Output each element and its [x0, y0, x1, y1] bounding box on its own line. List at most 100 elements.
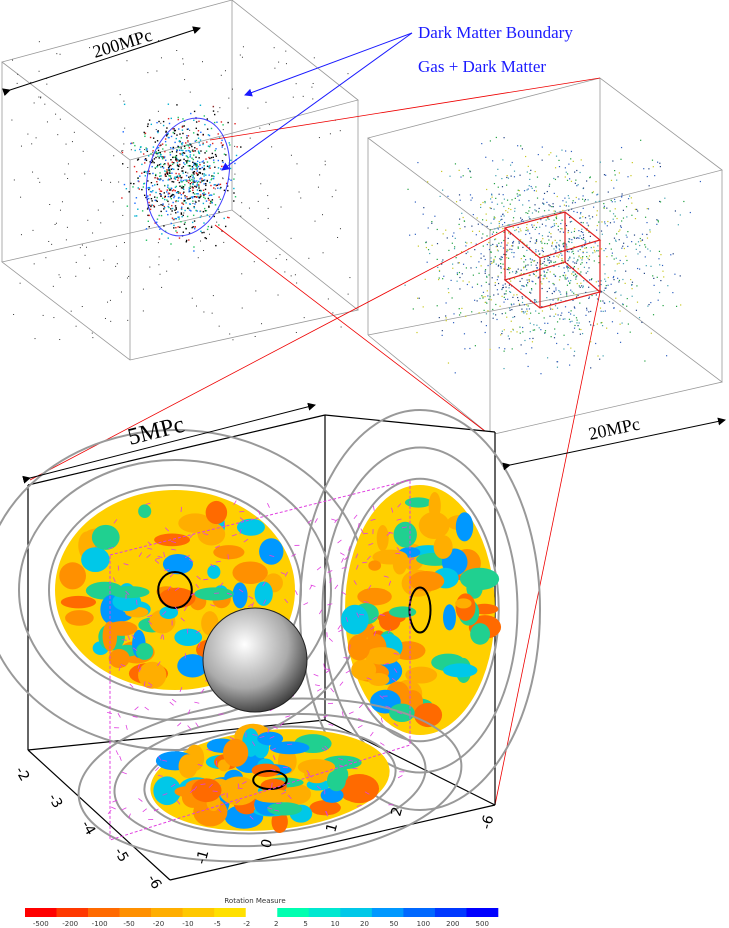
particle [521, 285, 523, 287]
particle [173, 156, 175, 158]
particle [554, 212, 556, 215]
particle [494, 256, 496, 258]
particle [580, 221, 582, 224]
particle [509, 291, 512, 293]
particle [553, 255, 555, 258]
particle [219, 187, 221, 190]
particle [156, 140, 159, 142]
particle [560, 222, 562, 225]
field-vector [121, 807, 127, 811]
particle [208, 167, 210, 169]
particle [580, 237, 583, 240]
particle [65, 143, 67, 145]
particle [213, 172, 215, 174]
field-vector [340, 552, 345, 556]
particle [156, 221, 158, 223]
particle [183, 125, 185, 127]
particle [175, 154, 178, 157]
particle [436, 228, 438, 231]
particle [677, 224, 679, 226]
contour [113, 712, 427, 848]
particle [541, 306, 543, 308]
particle [580, 257, 582, 259]
field-vector [284, 571, 288, 577]
particle [158, 157, 160, 159]
particle [191, 145, 193, 148]
particle [171, 180, 173, 183]
axis-label: -4 [78, 818, 99, 838]
particle [155, 199, 157, 202]
particle [496, 289, 499, 291]
field-vector [129, 683, 134, 688]
particle [551, 241, 554, 243]
field-vector [188, 558, 194, 563]
color-swatch [88, 908, 120, 917]
particle [198, 152, 200, 154]
particle [576, 319, 578, 321]
particle [182, 149, 184, 152]
particle [493, 294, 495, 296]
particle [536, 239, 538, 241]
particle [147, 220, 149, 223]
particle [521, 296, 523, 298]
particle [575, 262, 578, 264]
particle [546, 297, 548, 299]
particle [535, 249, 537, 251]
particle [164, 138, 167, 140]
particle [575, 296, 578, 298]
particle [572, 331, 574, 333]
color-swatch [151, 908, 183, 917]
particle [203, 162, 205, 164]
field-vector [117, 713, 121, 718]
particle [434, 215, 436, 217]
particle [459, 288, 461, 290]
particle [188, 179, 190, 182]
particle [577, 294, 579, 297]
particle [601, 233, 603, 235]
particle [37, 177, 39, 179]
particle [92, 232, 94, 234]
particle [597, 245, 599, 247]
particle [175, 218, 178, 220]
particle [620, 226, 622, 228]
particle [603, 174, 606, 176]
particle [585, 272, 587, 274]
particle [556, 215, 558, 217]
particle [615, 297, 617, 299]
particle [157, 110, 159, 112]
particle [626, 216, 628, 218]
particle [172, 189, 175, 191]
particle [230, 159, 232, 162]
particle [470, 199, 472, 201]
particle [141, 188, 143, 191]
field-vector [115, 750, 119, 756]
particle [347, 73, 349, 75]
particle [647, 305, 649, 307]
particle [538, 233, 540, 235]
particle [576, 211, 578, 214]
particle [535, 186, 537, 188]
particle [522, 246, 524, 248]
particle [173, 195, 176, 197]
colorbar-label: -100 [92, 920, 108, 928]
particle [560, 314, 562, 316]
particle [502, 194, 504, 196]
particle [223, 241, 225, 243]
particle [507, 249, 509, 251]
particle [529, 206, 531, 209]
particle [569, 216, 571, 219]
particle [580, 231, 582, 233]
particle [581, 246, 583, 248]
particle [196, 160, 199, 163]
particle [561, 258, 563, 260]
particle [253, 261, 255, 263]
particle [621, 196, 623, 198]
particle [526, 227, 528, 229]
particle [514, 229, 516, 232]
particle [615, 240, 617, 242]
particle [436, 243, 439, 245]
particle [512, 226, 514, 229]
field-vector [251, 741, 256, 747]
field-vector [267, 503, 270, 508]
particle [556, 321, 559, 323]
